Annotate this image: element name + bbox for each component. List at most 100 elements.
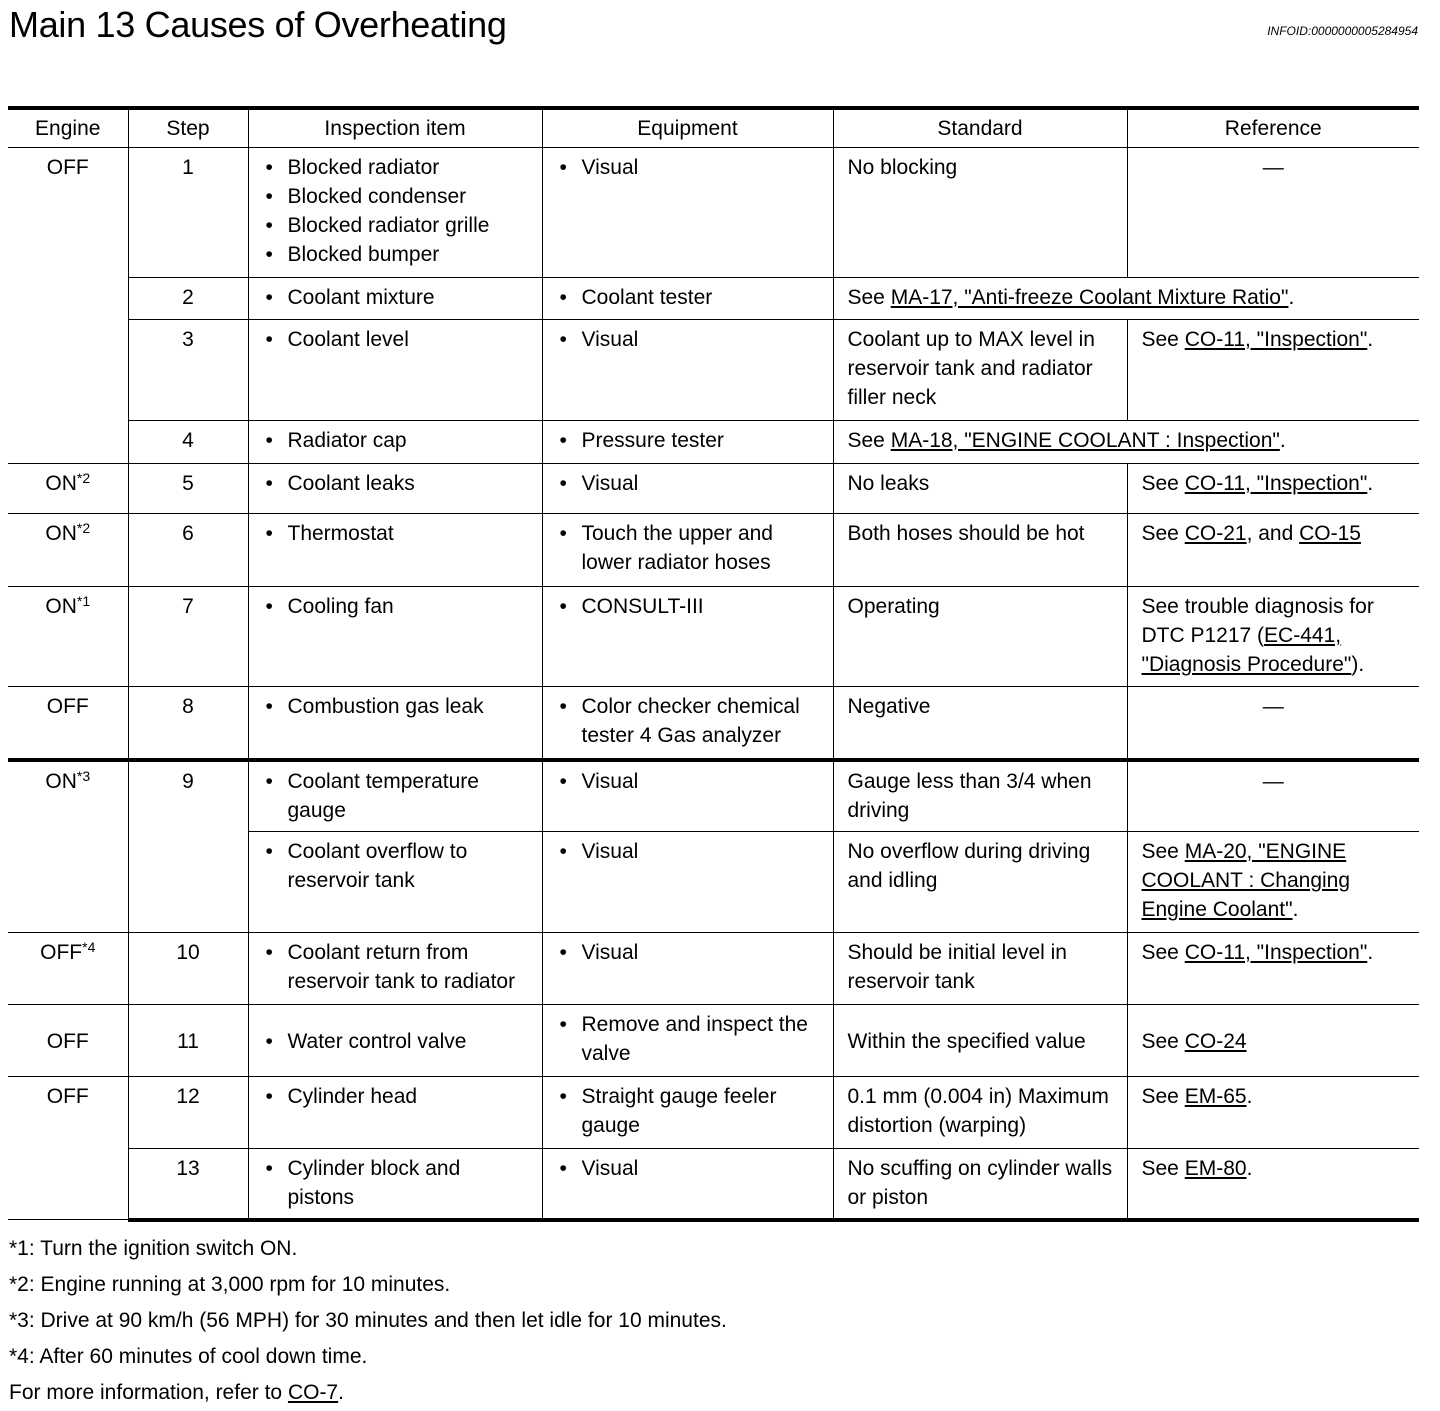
reference-text: . [1367, 328, 1374, 351]
step-number: 11 [127, 1004, 249, 1077]
inspection-item: Coolant level [263, 325, 528, 354]
reference-link[interactable]: MA-20, "ENGINE COOLANT : Changing Engine… [1141, 840, 1351, 921]
reference-cell: See trouble diagnosis for DTC P1217 (EC-… [1126, 586, 1419, 687]
equipment-item: CONSULT-III [557, 592, 819, 621]
equipment-cell: CONSULT-III [541, 586, 834, 687]
standard-cell: Coolant up to MAX level in reservoir tan… [832, 319, 1128, 421]
equipment-list: Touch the upper and lower radiator hoses [557, 519, 819, 577]
footnote: For more information, refer to CO-7. [9, 1375, 727, 1411]
reference-link[interactable]: CO-11, "Inspection" [1184, 472, 1368, 495]
equipment-list: CONSULT-III [557, 592, 819, 621]
reference-link[interactable]: EC-441, "Diagnosis Procedure" [1141, 624, 1352, 676]
equipment-cell: Coolant tester [541, 277, 834, 320]
equipment-item: Color checker chemical tester 4 Gas anal… [557, 692, 819, 750]
equipment-cell: Remove and inspect the valve [541, 1004, 834, 1077]
engine-state-cell: OFF [8, 1004, 129, 1077]
footnote-marker: *4 [82, 939, 96, 955]
inspection-item-list: Coolant leaks [263, 469, 528, 498]
step-number: 6 [127, 513, 249, 587]
reference-text: *3: Drive at 90 km/h (56 MPH) for 30 min… [9, 1309, 727, 1332]
reference-link[interactable]: CO-24 [1184, 1029, 1247, 1053]
step-number: 12 [127, 1076, 249, 1149]
table-row: 2 Coolant mixture Coolant tester See MA-17,… [8, 277, 1419, 320]
step-number: 7 [127, 586, 249, 687]
engine-state-cell: OFF [8, 1076, 129, 1220]
table-row: OFF1Blocked radiatorBlocked condenserBlo… [8, 147, 1419, 464]
table-row: ON*26 Thermostat Touch the upper and lower… [8, 513, 1419, 587]
reference-text: — [1262, 695, 1284, 718]
reference-link[interactable]: CO-21 [1184, 522, 1247, 545]
equipment-item: Visual [557, 767, 819, 796]
footnote: *3: Drive at 90 km/h (56 MPH) for 30 min… [9, 1303, 727, 1339]
engine-state-cell: ON*2 [8, 463, 129, 514]
equipment-cell: Visual [541, 147, 834, 278]
engine-state-cell: ON*2 [8, 513, 129, 587]
inspection-item: Coolant mixture [263, 283, 528, 312]
reference-cell: See MA-20, "ENGINE COOLANT : Changing En… [1126, 831, 1419, 933]
inspection-item-cell: Cylinder head [247, 1076, 543, 1149]
inspection-item-cell: Coolant leaks [247, 463, 543, 514]
reference-text: . [1367, 941, 1374, 964]
inspection-item: Coolant return from reservoir tank to ra… [263, 938, 528, 996]
footnote-marker: *3 [76, 767, 91, 784]
reference-cell: See CO-11, "Inspection". [1126, 319, 1419, 421]
reference-text: . [1292, 898, 1299, 921]
standard-reference-cell: See MA-18, "ENGINE COOLANT : Inspection"… [832, 420, 1419, 464]
inspection-item: Cylinder head [263, 1082, 528, 1111]
equipment-item: Visual [557, 837, 819, 866]
page-title: Main 13 Causes of Overheating [9, 4, 507, 45]
reference-link[interactable]: MA-18, "ENGINE COOLANT : Inspection" [890, 429, 1280, 452]
inspection-item: Blocked radiator grille [263, 211, 528, 240]
standard-cell: Negative [832, 686, 1128, 760]
step-number: 13 [128, 1148, 249, 1222]
step-number: 4 [128, 420, 249, 464]
inspection-item-list: Coolant return from reservoir tank to ra… [263, 938, 528, 996]
reference-link[interactable]: EM-80 [1184, 1157, 1247, 1180]
reference-text: For more information, refer to [9, 1381, 288, 1404]
reference-text: . [1246, 1085, 1253, 1108]
inspection-item-cell: Coolant return from reservoir tank to ra… [247, 932, 543, 1005]
footnote: *1: Turn the ignition switch ON. [9, 1231, 727, 1267]
inspection-item-cell: Thermostat [247, 513, 543, 587]
header-engine: Engine [8, 107, 129, 148]
equipment-list: Color checker chemical tester 4 Gas anal… [557, 692, 819, 750]
reference-link[interactable]: EM-65 [1184, 1085, 1247, 1108]
equipment-list: Visual [557, 469, 819, 498]
inspection-item: Coolant temperature gauge [263, 767, 528, 825]
inspection-item-cell: Blocked radiatorBlocked condenserBlocked… [247, 147, 543, 278]
reference-cell: See CO-24 [1126, 1004, 1419, 1077]
reference-link[interactable]: CO-7 [287, 1381, 339, 1404]
table-row: ON*39Coolant temperature gaugeVisualGaug… [8, 757, 1419, 933]
reference-link[interactable]: CO-15 [1299, 522, 1361, 545]
reference-link[interactable]: MA-17, "Anti-freeze Coolant Mixture Rati… [890, 286, 1289, 309]
reference-text: See [1141, 1157, 1185, 1180]
reference-text: *1: Turn the ignition switch ON. [9, 1237, 298, 1260]
inspection-item-list: Coolant level [263, 325, 528, 354]
equipment-item: Straight gauge feeler gauge [557, 1082, 819, 1140]
standard-cell: Should be initial level in reservoir tan… [832, 932, 1128, 1005]
equipment-item: Visual [557, 938, 819, 967]
reference-text: , and [1246, 522, 1300, 545]
engine-state: ON [45, 769, 77, 793]
inspection-item: Combustion gas leak [263, 692, 528, 721]
header-reference: Reference [1126, 107, 1419, 148]
table-row: OFF 12 Cylinder head Straight gauge feeler … [8, 1076, 1419, 1220]
standard-cell: No blocking [832, 147, 1128, 278]
equipment-list: Visual [557, 837, 819, 866]
equipment-item: Coolant tester [557, 283, 819, 312]
reference-text: . [1367, 472, 1374, 495]
inspection-item-list: Thermostat [263, 519, 528, 548]
reference-text: . [1288, 286, 1295, 309]
reference-link[interactable]: CO-11, "Inspection" [1184, 941, 1368, 964]
engine-state-cell: OFF [8, 147, 129, 464]
equipment-cell: Straight gauge feeler gauge [541, 1076, 834, 1149]
reference-text: See [847, 286, 891, 309]
standard-reference-cell: See MA-17, "Anti-freeze Coolant Mixture … [832, 277, 1419, 320]
equipment-cell: Visual [541, 1148, 834, 1222]
reference-cell: See CO-21, and CO-15 [1126, 513, 1419, 587]
inspection-item-list: Combustion gas leak [263, 692, 528, 721]
reference-cell: — [1126, 147, 1419, 278]
reference-text: See [1141, 472, 1185, 495]
inspection-item: Cooling fan [263, 592, 528, 621]
reference-link[interactable]: CO-11, "Inspection" [1184, 328, 1368, 351]
